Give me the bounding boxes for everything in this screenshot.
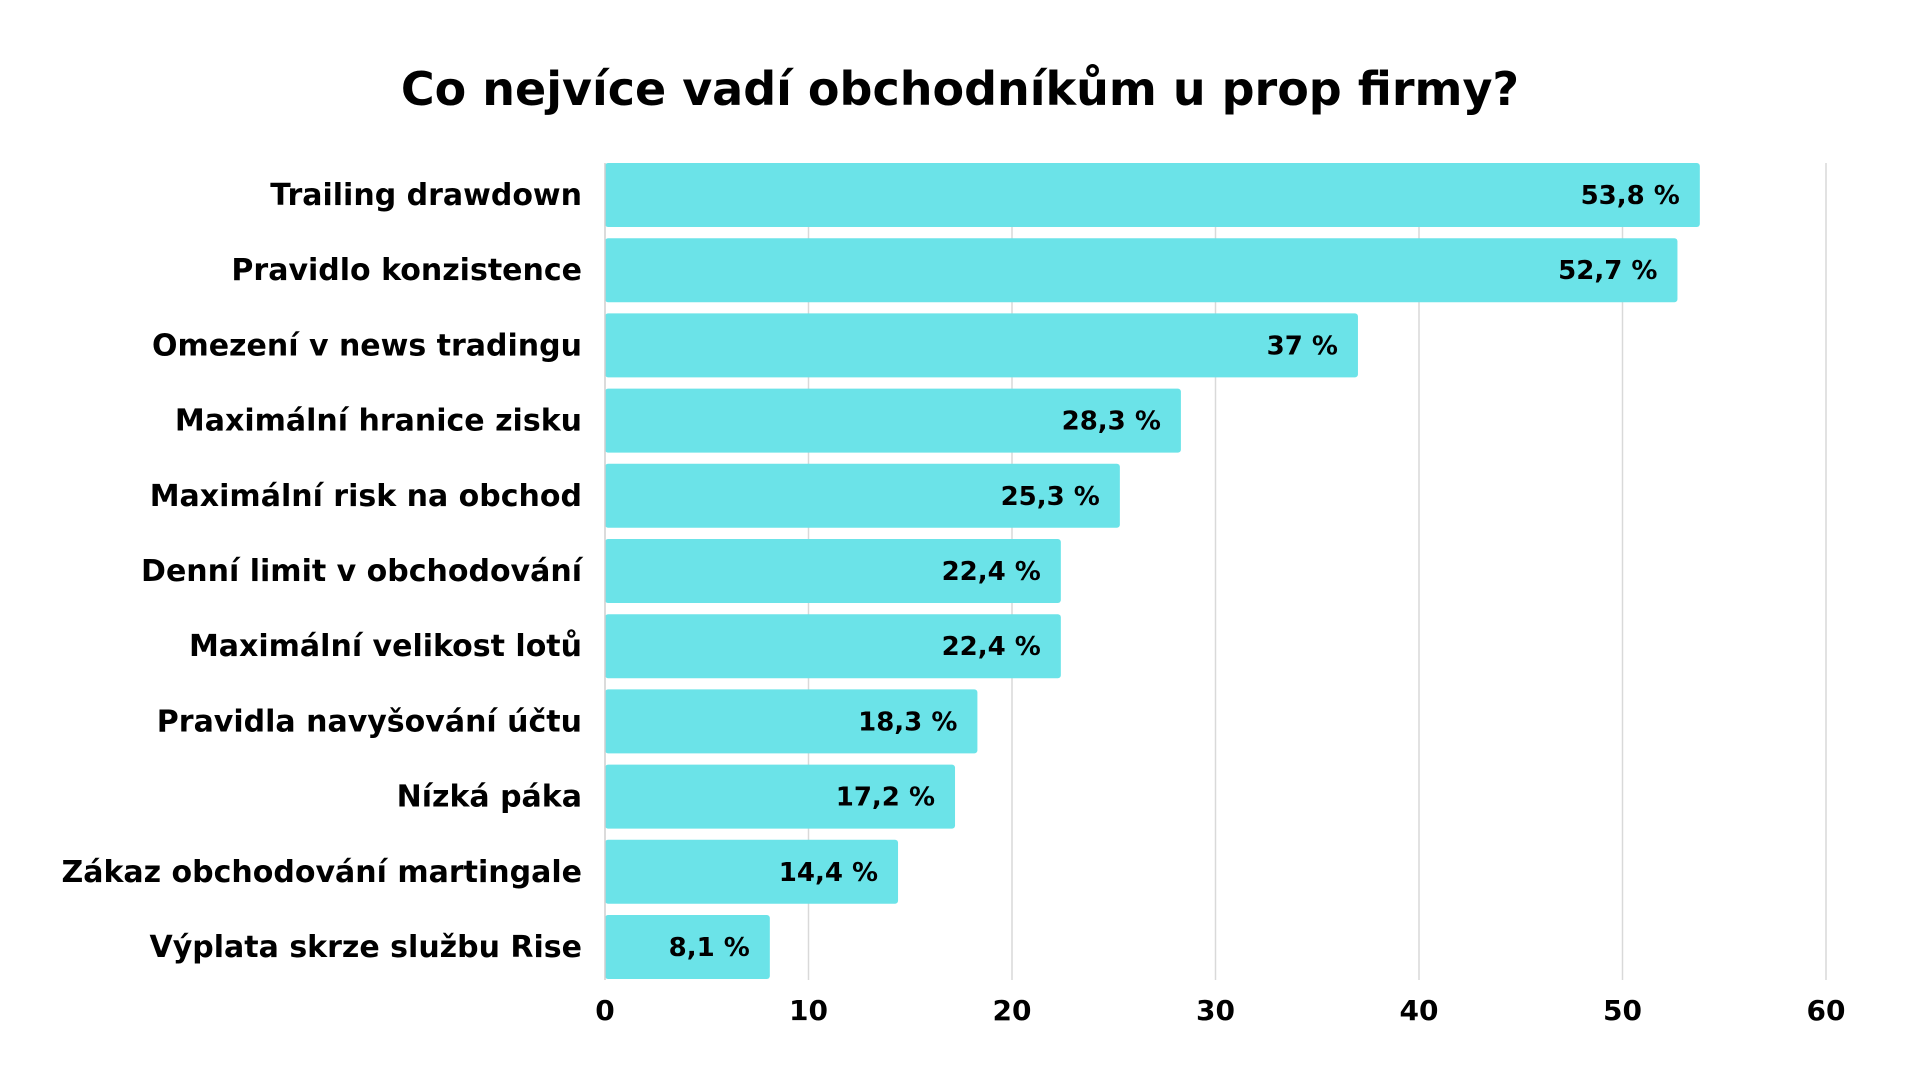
category-label: Trailing drawdown (270, 178, 582, 213)
data-label: 52,7 % (1558, 256, 1657, 286)
x-tick-label: 20 (993, 994, 1032, 1027)
x-tick-label: 60 (1807, 994, 1846, 1027)
data-label: 28,3 % (1062, 407, 1161, 437)
category-label: Pravidlo konzistence (231, 253, 582, 288)
bar (605, 463, 1120, 528)
data-label: 25,3 % (1001, 482, 1100, 512)
bar (605, 764, 956, 829)
category-label: Denní limit v obchodování (141, 554, 584, 589)
data-label: 53,8 % (1581, 181, 1680, 211)
chart-title: Co nejvíce vadí obchodníkům u prop firmy… (400, 62, 1520, 116)
x-tick-label: 30 (1196, 994, 1235, 1027)
data-label: 22,4 % (942, 632, 1041, 662)
bar (605, 238, 1678, 303)
bar (605, 163, 1700, 227)
x-tick-label: 10 (789, 994, 828, 1027)
category-label: Výplata skrze službu Rise (150, 930, 582, 965)
data-label: 8,1 % (669, 933, 750, 963)
x-tick-label: 40 (1400, 994, 1439, 1027)
bar (605, 915, 770, 979)
x-tick-label: 0 (595, 994, 614, 1027)
bar (605, 388, 1181, 453)
bar (605, 689, 978, 754)
bar (605, 313, 1358, 378)
data-label: 18,3 % (858, 707, 957, 737)
bar (605, 614, 1061, 679)
category-label: Maximální hranice zisku (175, 404, 582, 439)
bar (605, 539, 1061, 603)
category-label: Nízká páka (397, 780, 582, 815)
category-label: Omezení v news tradingu (152, 328, 582, 363)
data-label: 37 % (1267, 331, 1338, 361)
data-label: 14,4 % (779, 858, 878, 888)
category-label: Zákaz obchodování martingale (61, 855, 582, 890)
data-label: 17,2 % (836, 783, 935, 813)
data-label: 22,4 % (942, 557, 1041, 587)
category-label: Pravidla navyšování účtu (157, 704, 582, 739)
bar (605, 839, 899, 904)
category-label: Maximální velikost lotů (189, 628, 582, 664)
category-label: Maximální risk na obchod (150, 479, 582, 514)
x-tick-label: 50 (1603, 994, 1642, 1027)
